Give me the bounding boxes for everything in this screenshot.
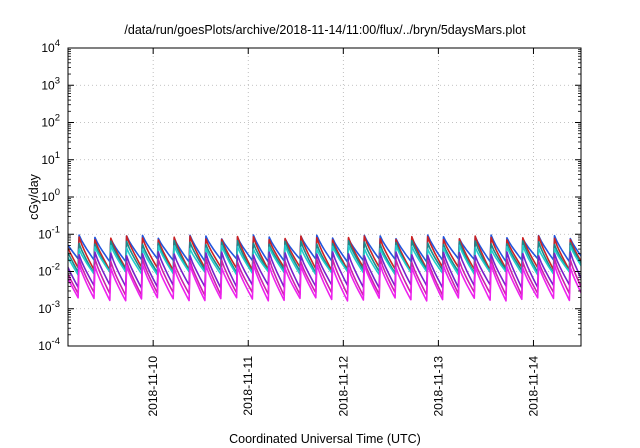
- y-tick-label: 10-1: [38, 224, 60, 241]
- x-tick-label: 2018-11-12: [336, 356, 350, 417]
- y-tick-label: 10-3: [38, 299, 60, 316]
- ticks-layer: 10-4 10-3 10-2 10-1 100 101 102 103 104 2018-11-1…: [38, 38, 581, 417]
- x-tick-label: 2018-11-14: [526, 356, 540, 417]
- chart-title: /data/run/goesPlots/archive/2018-11-14/1…: [124, 23, 526, 37]
- y-tick-label: 100: [41, 187, 60, 204]
- y-tick-label: 103: [41, 75, 60, 92]
- y-tick-label: 104: [41, 38, 60, 55]
- x-tick-label: 2018-11-11: [241, 356, 255, 416]
- y-tick-label: 10-4: [38, 336, 60, 353]
- x-axis-label: Coordinated Universal Time (UTC): [229, 432, 421, 446]
- series-line: [68, 263, 581, 302]
- y-tick-label: 10-2: [38, 262, 60, 279]
- series-layer: [68, 234, 581, 302]
- y-tick-label: 101: [41, 150, 60, 167]
- grid-layer: [68, 48, 581, 346]
- y-tick-label: 102: [41, 113, 60, 130]
- x-tick-label: 2018-11-13: [431, 356, 445, 417]
- y-axis-label: cGy/day: [27, 173, 41, 220]
- x-tick-label: 2018-11-10: [146, 356, 160, 417]
